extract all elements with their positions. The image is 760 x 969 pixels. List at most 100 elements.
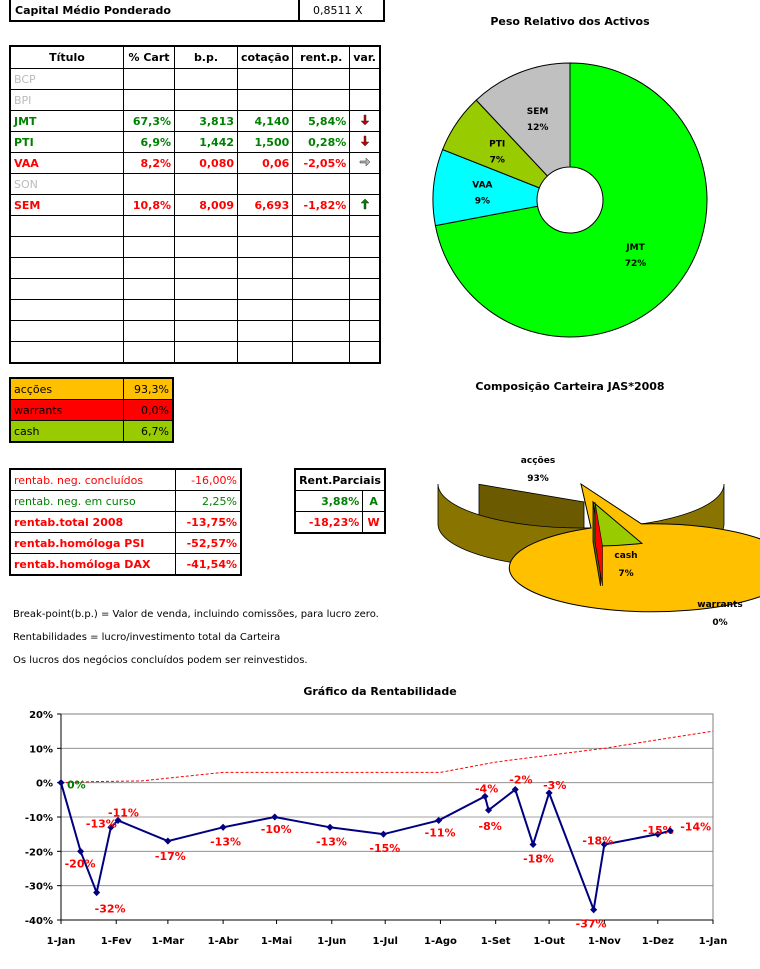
- data-label: -4%: [475, 782, 498, 795]
- returns-value: -41,54%: [175, 553, 242, 576]
- data-point: [435, 816, 443, 824]
- table-row: [9, 236, 381, 258]
- cell-pct: 10,8%: [123, 194, 175, 216]
- cell-pct: [123, 257, 175, 279]
- pie3d-label-warrants: warrants: [697, 600, 742, 610]
- returns-row: rentab.homóloga DAX -41,54%: [9, 553, 242, 576]
- partials-body: 3,88% A -18,23% W: [294, 490, 386, 534]
- portfolio-table: Título % Cart b.p. cotação rent.p. var. …: [9, 45, 381, 364]
- table-row: SON: [9, 173, 381, 195]
- data-point: [271, 813, 279, 821]
- pie-chart-assets: JMT 72% VAA 9% PTI 7% SEM 12%: [432, 62, 708, 338]
- cell-bp: [174, 236, 238, 258]
- cell-ticker: [9, 236, 124, 258]
- partials-title: Rent.Parciais: [294, 468, 386, 491]
- data-point: [511, 785, 519, 794]
- returns-label: rentab.total 2008: [9, 511, 176, 533]
- table-row: JMT 67,3% 3,813 4,140 5,84%: [9, 110, 381, 132]
- cell-bp: 8,009: [174, 194, 238, 216]
- pie-label-sem: SEM: [527, 107, 549, 117]
- cell-pct: 67,3%: [123, 110, 175, 132]
- cell-bp: 0,080: [174, 152, 238, 174]
- capital-value: 0,8511 X: [313, 4, 363, 17]
- data-point: [379, 830, 387, 838]
- cell-quote: [236, 236, 294, 258]
- cell-var: [349, 236, 381, 258]
- table-row: BCP: [9, 68, 381, 90]
- x-tick-label: 1-Mar: [152, 936, 185, 947]
- cell-quote: 6,693: [236, 194, 294, 216]
- cell-quote: [236, 173, 294, 195]
- cell-bp: [174, 320, 238, 342]
- data-point: [219, 823, 227, 831]
- data-label: -37%: [576, 918, 607, 931]
- cell-ticker: [9, 278, 124, 300]
- cell-bp: [174, 299, 238, 321]
- arrow-down-icon: [359, 114, 370, 125]
- returns-row: rentab. neg. em curso 2,25%: [9, 490, 242, 512]
- cell-ticker: [9, 215, 124, 237]
- pie-label-pti: PTI: [489, 140, 505, 150]
- col-bp: b.p.: [174, 45, 238, 69]
- data-point: [600, 840, 608, 849]
- cell-bp: [174, 257, 238, 279]
- cell-rent: [292, 173, 351, 195]
- pie-slice-jmt: [434, 62, 708, 338]
- pie-chart-composition: acções 93% cash 7% warrants 0%: [437, 456, 760, 628]
- data-label: -13%: [86, 817, 117, 830]
- arrow-right-icon: [359, 156, 370, 167]
- pie-label-vaa: VAA: [472, 181, 492, 191]
- cell-rent: [292, 299, 351, 321]
- returns-row: rentab.homóloga PSI -52,57%: [9, 532, 242, 554]
- cell-ticker: [9, 341, 124, 364]
- cell-var: [349, 278, 381, 300]
- cell-pct: 8,2%: [123, 152, 175, 174]
- allocation-label: acções: [9, 377, 124, 400]
- returns-value: -13,75%: [175, 511, 242, 533]
- cell-quote: [236, 320, 294, 342]
- x-tick-label: 1-Jun: [317, 936, 346, 947]
- returns-table: rentab. neg. concluídos -16,00% rentab. ne…: [9, 468, 242, 576]
- col-rent: rent.p.: [292, 45, 351, 69]
- cell-pct: [123, 215, 175, 237]
- x-tick-label: 1-Abr: [208, 936, 239, 947]
- partials-header-row: Rent.Parciais: [294, 468, 386, 491]
- data-label: -32%: [95, 903, 126, 916]
- cell-rent: [292, 236, 351, 258]
- cell-quote: 4,140: [236, 110, 294, 132]
- table-row: [9, 341, 381, 364]
- header-divider: [298, 0, 300, 20]
- y-tick-label: -40%: [25, 916, 53, 927]
- allocation-table: acções 93,3% warrants 0,0% cash 6,7%: [9, 377, 174, 443]
- cell-var: [349, 89, 381, 111]
- partials-value: -18,23%: [294, 511, 364, 534]
- x-tick-label: 1-Set: [481, 936, 511, 947]
- note-reinvest: Os lucros dos negócios concluídos podem …: [13, 655, 308, 666]
- y-tick-label: 0%: [36, 779, 53, 790]
- allocation-row: warrants 0,0%: [9, 399, 174, 421]
- cell-rent: [292, 257, 351, 279]
- y-tick-label: -20%: [25, 847, 53, 858]
- data-point: [666, 827, 674, 835]
- table-row: [9, 320, 381, 342]
- cell-bp: 3,813: [174, 110, 238, 132]
- cell-var: [349, 110, 381, 132]
- table-row: BPI: [9, 89, 381, 111]
- pie3d-label-accoes: acções: [521, 456, 555, 466]
- allocation-row: acções 93,3%: [9, 377, 174, 400]
- cell-var: [349, 215, 381, 237]
- returns-row: rentab.total 2008 -13,75%: [9, 511, 242, 533]
- cell-ticker: PTI: [9, 131, 124, 153]
- allocation-value: 93,3%: [123, 377, 174, 400]
- cell-pct: [123, 89, 175, 111]
- cell-quote: [236, 341, 294, 364]
- cell-bp: [174, 278, 238, 300]
- data-label: -18%: [523, 852, 554, 865]
- allocation-value: 0,0%: [123, 399, 174, 421]
- table-row: [9, 278, 381, 300]
- col-var: var.: [349, 45, 381, 69]
- pie3d-value-warrants: 0%: [712, 618, 727, 628]
- line-title: Gráfico da Rentabilidade: [303, 685, 457, 698]
- allocation-row: cash 6,7%: [9, 420, 174, 443]
- cell-rent: -2,05%: [292, 152, 351, 174]
